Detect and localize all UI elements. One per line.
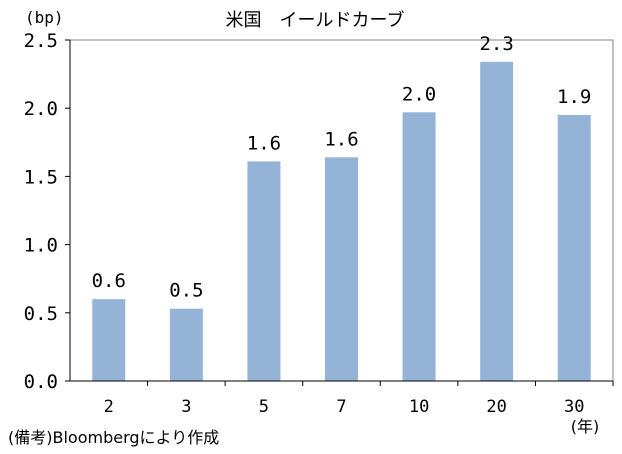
data-label: 1.6 (324, 128, 358, 150)
x-tick-label: 20 (486, 397, 506, 417)
y-tick-label: 0.5 (24, 303, 58, 325)
y-tick-label: 1.0 (24, 235, 58, 257)
bar-30 (557, 115, 591, 382)
y-tick-label: 1.5 (24, 166, 58, 188)
x-tick-label: 3 (181, 397, 191, 417)
y-tick-label: 0.0 (24, 371, 58, 393)
x-tick-label: 7 (336, 397, 346, 417)
data-label: 0.5 (169, 280, 203, 302)
y-tick-label: 2.5 (24, 30, 58, 52)
data-label: 1.6 (247, 132, 281, 154)
bar-20 (480, 61, 514, 381)
data-label: 2.3 (479, 33, 513, 55)
data-label: 1.9 (557, 86, 591, 108)
bar-3 (169, 308, 203, 381)
bar-10 (402, 112, 436, 382)
bar-7 (325, 157, 358, 381)
y-tick-label: 2.0 (24, 98, 58, 120)
x-unit-label: (年) (571, 417, 600, 436)
data-label: 0.6 (92, 270, 126, 292)
x-tick-label: 5 (259, 397, 269, 417)
y-unit-label: (bp) (25, 8, 64, 27)
bar-2 (92, 299, 126, 381)
bar-5 (247, 161, 281, 381)
x-tick-label: 10 (409, 397, 429, 417)
data-label: 2.0 (402, 83, 436, 105)
x-tick-label: 30 (564, 397, 584, 417)
x-tick-label: 2 (104, 397, 114, 417)
chart-title: 米国 イールドカーブ (226, 9, 405, 31)
source-note: (備考)Bloombergにより作成 (8, 428, 219, 447)
